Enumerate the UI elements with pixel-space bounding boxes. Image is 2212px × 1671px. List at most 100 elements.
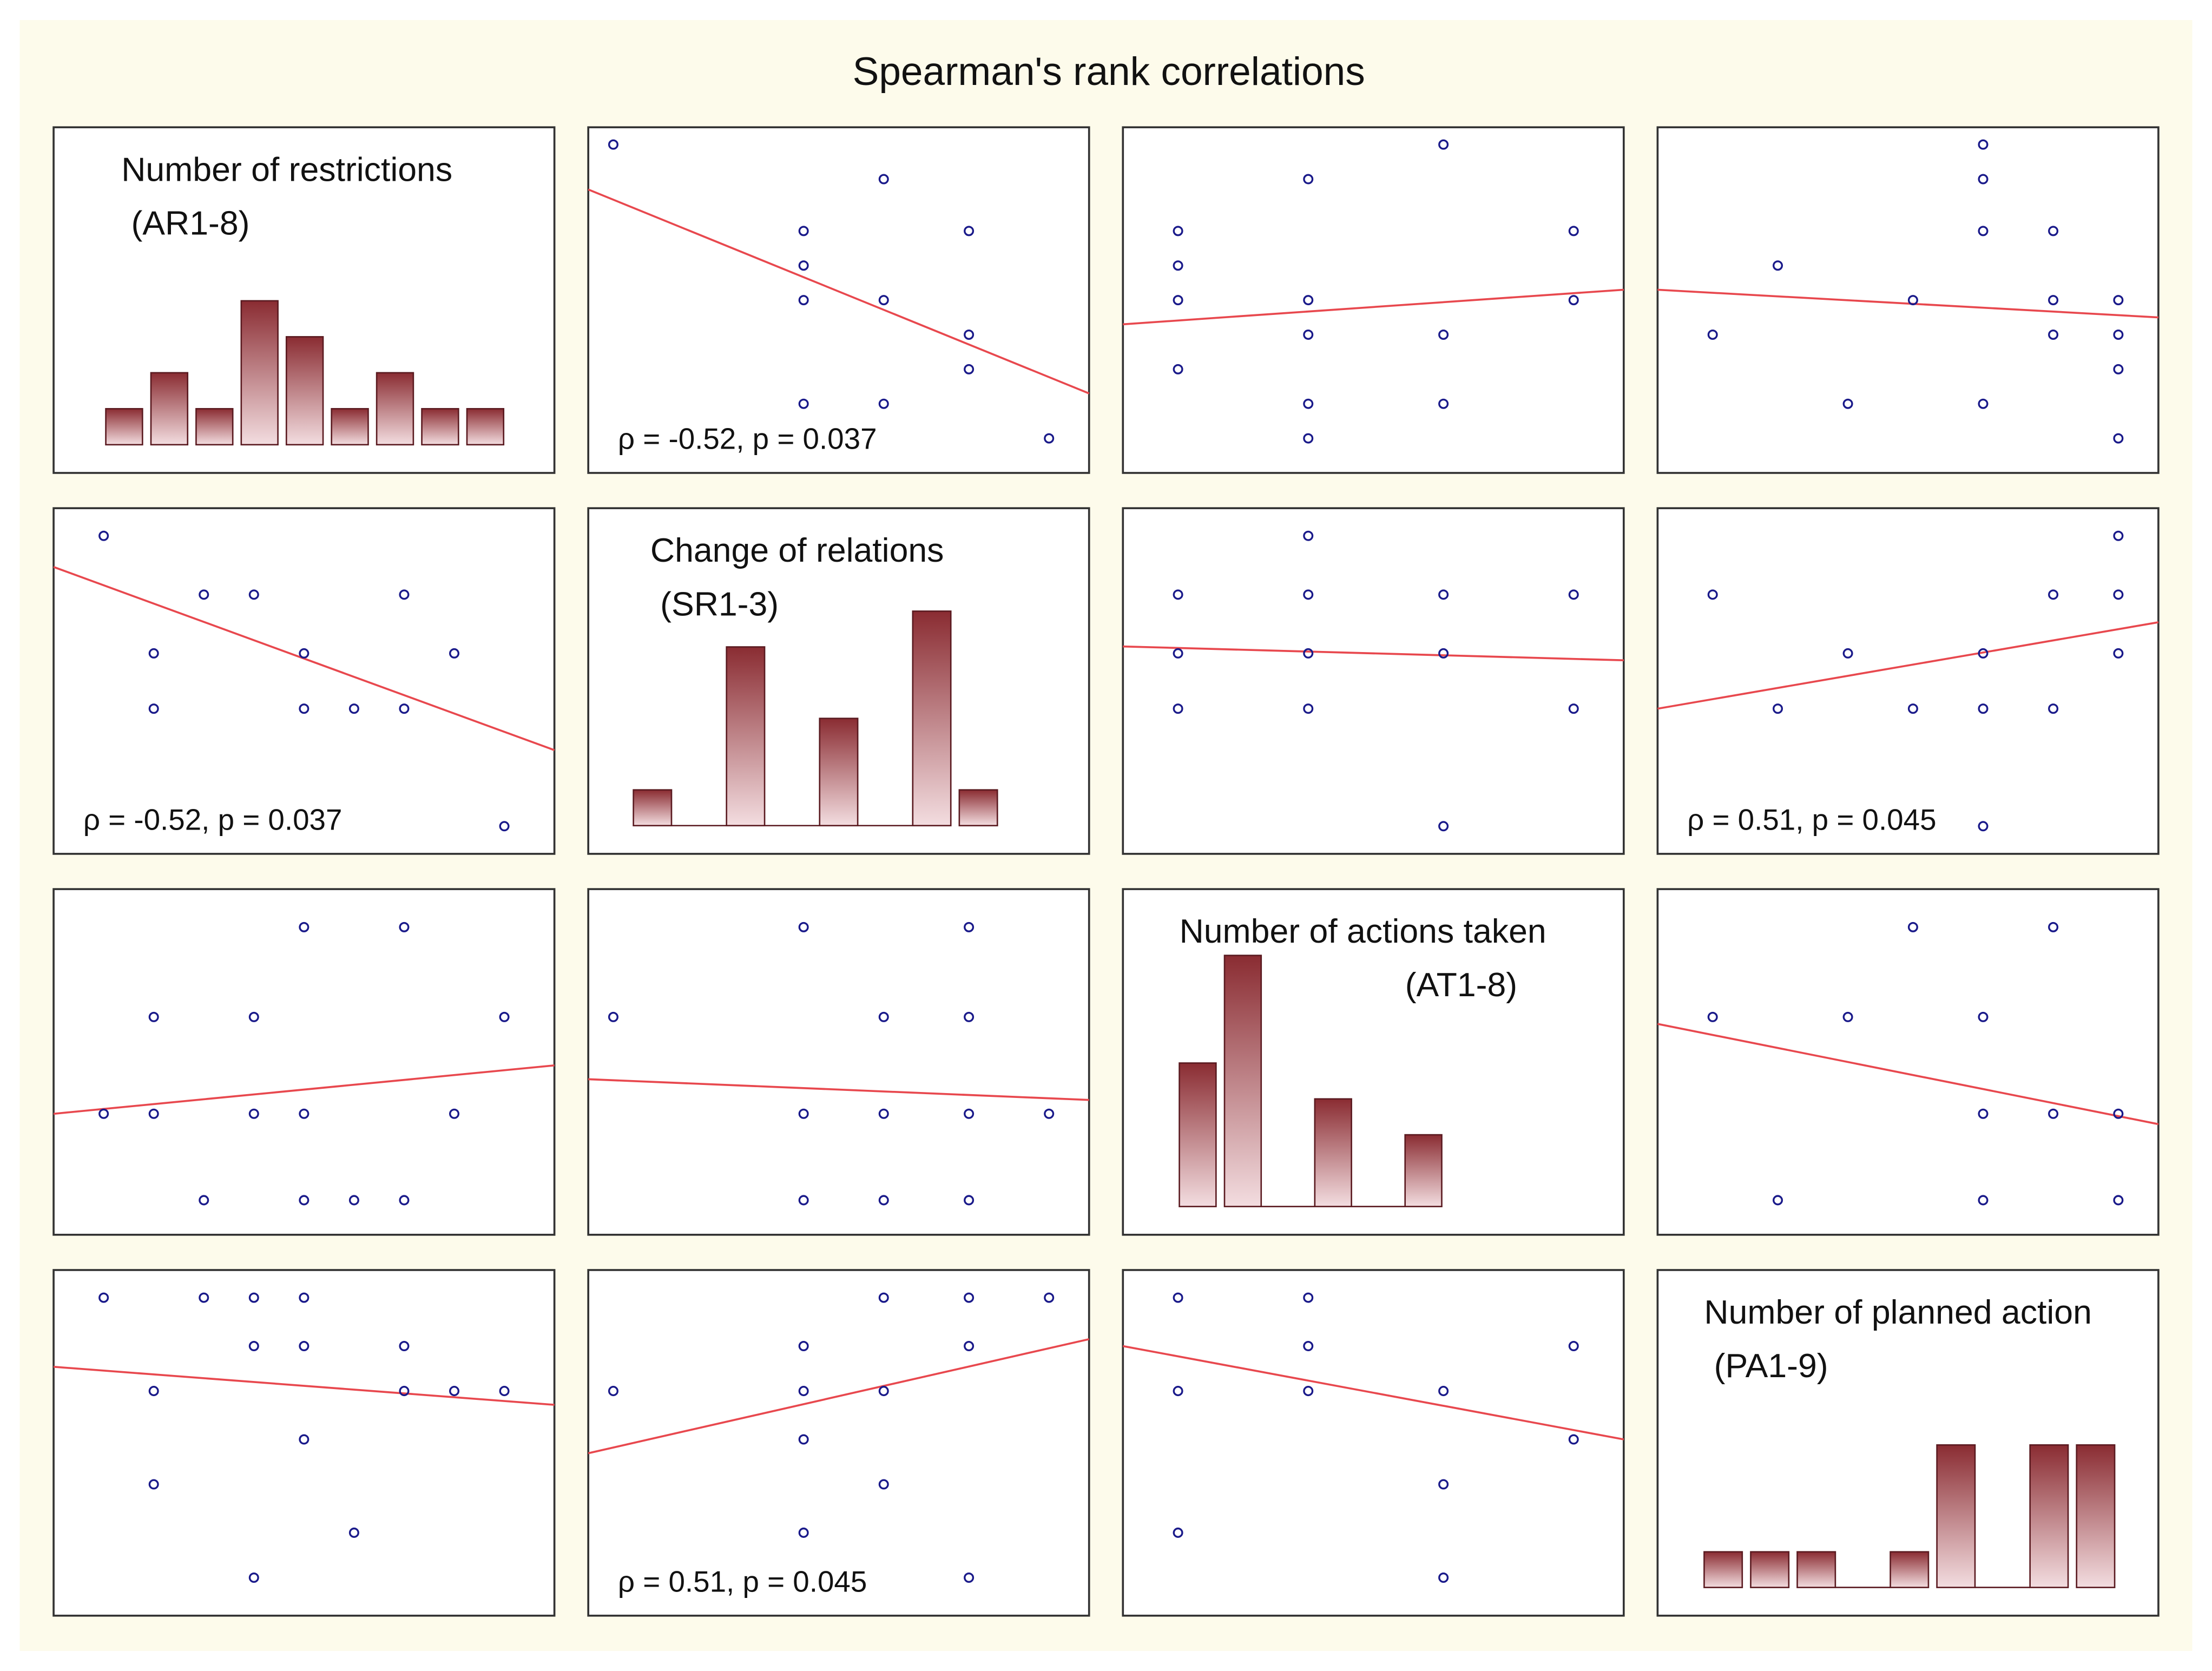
point-1-2-8 bbox=[1438, 648, 1449, 659]
point-3-0-2 bbox=[148, 1479, 159, 1490]
point-2-0-9 bbox=[348, 1195, 359, 1206]
point-2-3-0 bbox=[1707, 1011, 1718, 1022]
point-2-0-13 bbox=[499, 1011, 510, 1022]
hist-bar-0-2 bbox=[195, 408, 234, 446]
hist-bar-1-0 bbox=[633, 789, 673, 827]
hist-bar-3-2 bbox=[1796, 1551, 1836, 1588]
point-3-1-2 bbox=[798, 1386, 809, 1397]
point-3-0-1 bbox=[148, 1386, 159, 1397]
point-0-2-7 bbox=[1303, 398, 1314, 409]
point-3-0-13 bbox=[449, 1386, 460, 1397]
variable-name-0: Number of restrictions bbox=[121, 150, 452, 188]
point-1-0-5 bbox=[299, 648, 310, 659]
hist-bar-0-7 bbox=[421, 408, 459, 446]
fit-line-0-2 bbox=[1123, 288, 1624, 326]
point-1-2-5 bbox=[1303, 648, 1314, 659]
point-2-0-4 bbox=[248, 1011, 259, 1022]
point-1-2-1 bbox=[1173, 648, 1183, 659]
fit-line-3-0 bbox=[53, 1366, 555, 1406]
point-2-1-9 bbox=[964, 1108, 975, 1119]
point-2-3-2 bbox=[1842, 1011, 1853, 1022]
panel-frame-1-2 bbox=[1122, 507, 1625, 855]
point-0-3-7 bbox=[1978, 398, 1989, 409]
point-0-2-12 bbox=[1568, 226, 1579, 236]
point-1-0-11 bbox=[499, 821, 510, 832]
point-2-0-6 bbox=[299, 922, 310, 932]
point-3-0-12 bbox=[399, 1386, 410, 1397]
variable-code-3: (PA1-9) bbox=[1714, 1347, 1828, 1385]
point-3-2-5 bbox=[1303, 1386, 1314, 1397]
point-2-3-4 bbox=[1978, 1011, 1989, 1022]
fit-line-3-2 bbox=[1122, 1345, 1624, 1440]
hist-bar-3-7 bbox=[2029, 1444, 2069, 1588]
fit-line-3-1 bbox=[588, 1338, 1090, 1455]
variable-name-1: Change of relations bbox=[650, 531, 944, 569]
hist-bar-2-0 bbox=[1179, 1062, 1217, 1207]
correlation-label-3-1: ρ = 0.51, p = 0.045 bbox=[618, 1564, 867, 1598]
point-1-2-10 bbox=[1568, 589, 1579, 600]
point-2-1-8 bbox=[964, 1011, 975, 1022]
point-2-1-3 bbox=[798, 1195, 809, 1206]
point-2-1-11 bbox=[1044, 1108, 1055, 1119]
point-1-2-3 bbox=[1303, 530, 1314, 541]
point-1-0-6 bbox=[299, 703, 310, 714]
panel-frame-2-0 bbox=[52, 888, 556, 1236]
point-3-1-4 bbox=[798, 1527, 809, 1538]
hist-bar-0-1 bbox=[150, 372, 189, 446]
point-2-0-10 bbox=[399, 922, 410, 932]
point-0-1-3 bbox=[798, 295, 809, 306]
hist-bar-3-8 bbox=[2076, 1444, 2116, 1588]
point-0-3-4 bbox=[1978, 139, 1989, 150]
point-1-3-11 bbox=[2113, 648, 2124, 659]
hist-bar-3-1 bbox=[1750, 1551, 1790, 1588]
hist-bar-0-4 bbox=[285, 336, 324, 446]
point-3-1-11 bbox=[1044, 1292, 1055, 1303]
point-1-0-8 bbox=[399, 589, 410, 600]
point-3-0-4 bbox=[248, 1292, 259, 1303]
point-3-2-7 bbox=[1438, 1479, 1449, 1490]
point-0-2-8 bbox=[1303, 433, 1314, 444]
point-1-0-1 bbox=[148, 648, 159, 659]
point-1-3-0 bbox=[1707, 589, 1718, 600]
hist-bar-1-6 bbox=[912, 610, 952, 827]
fit-line-2-3 bbox=[1657, 1023, 2159, 1126]
point-2-1-1 bbox=[798, 922, 809, 932]
point-3-2-2 bbox=[1173, 1527, 1183, 1538]
point-0-1-4 bbox=[798, 398, 809, 409]
point-3-0-5 bbox=[248, 1341, 259, 1352]
point-0-2-10 bbox=[1438, 329, 1449, 340]
point-3-1-0 bbox=[608, 1386, 618, 1397]
variable-code-2: (AT1-8) bbox=[1405, 966, 1517, 1004]
point-0-1-9 bbox=[964, 329, 975, 340]
hist-bar-1-2 bbox=[726, 646, 766, 827]
point-2-0-0 bbox=[98, 1108, 109, 1119]
variable-code-1: (SR1-3) bbox=[660, 585, 779, 623]
point-2-0-8 bbox=[299, 1195, 310, 1206]
point-1-3-10 bbox=[2113, 589, 2124, 600]
hist-bar-2-5 bbox=[1404, 1134, 1443, 1207]
fit-line-1-2 bbox=[1123, 645, 1624, 662]
fit-line-1-0 bbox=[53, 566, 555, 751]
point-2-1-10 bbox=[964, 1195, 975, 1206]
point-0-1-5 bbox=[878, 174, 889, 185]
hist-bar-1-7 bbox=[958, 789, 998, 827]
point-1-0-9 bbox=[399, 703, 410, 714]
point-2-3-7 bbox=[2048, 922, 2059, 932]
point-1-2-4 bbox=[1303, 589, 1314, 600]
point-2-3-6 bbox=[1978, 1195, 1989, 1206]
point-0-3-5 bbox=[1978, 174, 1989, 185]
point-3-0-3 bbox=[199, 1292, 209, 1303]
point-0-3-3 bbox=[1907, 295, 1918, 306]
point-2-0-11 bbox=[399, 1195, 410, 1206]
point-3-1-3 bbox=[798, 1434, 809, 1445]
point-2-0-1 bbox=[148, 1011, 159, 1022]
panel-frame-2-1 bbox=[587, 888, 1090, 1236]
panel-frame-1-3 bbox=[1656, 507, 2160, 855]
point-0-2-11 bbox=[1438, 398, 1449, 409]
point-0-1-0 bbox=[608, 139, 618, 150]
point-0-1-10 bbox=[964, 364, 975, 374]
point-3-2-4 bbox=[1303, 1341, 1314, 1352]
panel-frame-2-3 bbox=[1656, 888, 2160, 1236]
